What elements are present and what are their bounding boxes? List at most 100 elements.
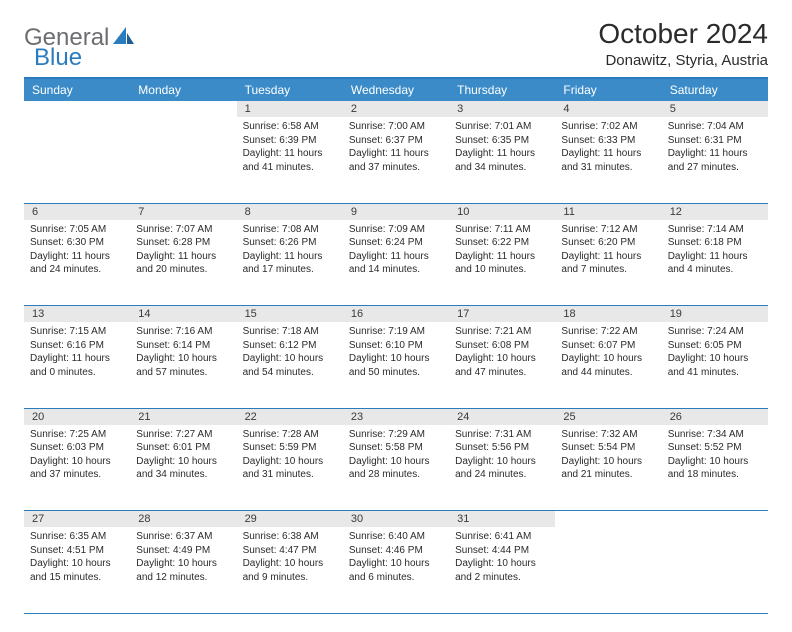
day-number-cell: 26 — [662, 408, 768, 425]
sunrise-text: Sunrise: 7:25 AM — [30, 428, 124, 442]
day-details: Sunrise: 7:09 AMSunset: 6:24 PMDaylight:… — [343, 220, 449, 281]
daylight-text: Daylight: 11 hours and 10 minutes. — [455, 250, 549, 277]
sunrise-text: Sunrise: 7:05 AM — [30, 223, 124, 237]
day-cell: Sunrise: 7:08 AMSunset: 6:26 PMDaylight:… — [237, 220, 343, 306]
sunrise-text: Sunrise: 7:31 AM — [455, 428, 549, 442]
day-number-cell — [24, 101, 130, 117]
day-number-cell: 16 — [343, 306, 449, 323]
daylight-text: Daylight: 10 hours and 9 minutes. — [243, 557, 337, 584]
sunrise-text: Sunrise: 7:14 AM — [668, 223, 762, 237]
day-details: Sunrise: 7:27 AMSunset: 6:01 PMDaylight:… — [130, 425, 236, 486]
day-details: Sunrise: 7:02 AMSunset: 6:33 PMDaylight:… — [555, 117, 661, 178]
sunrise-text: Sunrise: 7:09 AM — [349, 223, 443, 237]
day-cell: Sunrise: 7:31 AMSunset: 5:56 PMDaylight:… — [449, 425, 555, 511]
sunrise-text: Sunrise: 6:35 AM — [30, 530, 124, 544]
sunrise-text: Sunrise: 7:22 AM — [561, 325, 655, 339]
daylight-text: Daylight: 10 hours and 6 minutes. — [349, 557, 443, 584]
day-number-cell: 22 — [237, 408, 343, 425]
daynum-row: 12345 — [24, 101, 768, 117]
sunset-text: Sunset: 6:07 PM — [561, 339, 655, 353]
daylight-text: Daylight: 11 hours and 27 minutes. — [668, 147, 762, 174]
day-number-cell: 17 — [449, 306, 555, 323]
day-cell: Sunrise: 7:27 AMSunset: 6:01 PMDaylight:… — [130, 425, 236, 511]
daynum-row: 13141516171819 — [24, 306, 768, 323]
daylight-text: Daylight: 11 hours and 20 minutes. — [136, 250, 230, 277]
sunrise-text: Sunrise: 6:40 AM — [349, 530, 443, 544]
col-friday: Friday — [555, 78, 661, 101]
day-number-cell: 31 — [449, 511, 555, 528]
day-number-cell: 23 — [343, 408, 449, 425]
daylight-text: Daylight: 10 hours and 50 minutes. — [349, 352, 443, 379]
sunset-text: Sunset: 6:12 PM — [243, 339, 337, 353]
day-cell: Sunrise: 6:38 AMSunset: 4:47 PMDaylight:… — [237, 527, 343, 613]
day-number-cell: 18 — [555, 306, 661, 323]
week-row: Sunrise: 7:25 AMSunset: 6:03 PMDaylight:… — [24, 425, 768, 511]
sunset-text: Sunset: 4:49 PM — [136, 544, 230, 558]
day-details: Sunrise: 7:08 AMSunset: 6:26 PMDaylight:… — [237, 220, 343, 281]
sunrise-text: Sunrise: 7:24 AM — [668, 325, 762, 339]
day-number-cell: 8 — [237, 203, 343, 220]
daylight-text: Daylight: 10 hours and 12 minutes. — [136, 557, 230, 584]
col-sunday: Sunday — [24, 78, 130, 101]
col-wednesday: Wednesday — [343, 78, 449, 101]
day-cell — [662, 527, 768, 613]
daylight-text: Daylight: 10 hours and 34 minutes. — [136, 455, 230, 482]
daylight-text: Daylight: 10 hours and 15 minutes. — [30, 557, 124, 584]
day-number-cell: 15 — [237, 306, 343, 323]
day-number-cell: 13 — [24, 306, 130, 323]
day-cell: Sunrise: 7:28 AMSunset: 5:59 PMDaylight:… — [237, 425, 343, 511]
col-monday: Monday — [130, 78, 236, 101]
calendar-body: 12345Sunrise: 6:58 AMSunset: 6:39 PMDayl… — [24, 101, 768, 613]
day-cell: Sunrise: 7:14 AMSunset: 6:18 PMDaylight:… — [662, 220, 768, 306]
daynum-row: 2728293031 — [24, 511, 768, 528]
sunset-text: Sunset: 5:58 PM — [349, 441, 443, 455]
day-cell: Sunrise: 7:29 AMSunset: 5:58 PMDaylight:… — [343, 425, 449, 511]
sunset-text: Sunset: 6:18 PM — [668, 236, 762, 250]
week-row: Sunrise: 6:58 AMSunset: 6:39 PMDaylight:… — [24, 117, 768, 203]
day-number-cell: 28 — [130, 511, 236, 528]
day-cell: Sunrise: 7:15 AMSunset: 6:16 PMDaylight:… — [24, 322, 130, 408]
sunrise-text: Sunrise: 7:15 AM — [30, 325, 124, 339]
sunrise-text: Sunrise: 7:04 AM — [668, 120, 762, 134]
day-cell: Sunrise: 6:41 AMSunset: 4:44 PMDaylight:… — [449, 527, 555, 613]
day-number-cell: 19 — [662, 306, 768, 323]
day-cell: Sunrise: 7:02 AMSunset: 6:33 PMDaylight:… — [555, 117, 661, 203]
week-row: Sunrise: 7:15 AMSunset: 6:16 PMDaylight:… — [24, 322, 768, 408]
day-number-cell: 24 — [449, 408, 555, 425]
day-cell: Sunrise: 6:58 AMSunset: 6:39 PMDaylight:… — [237, 117, 343, 203]
day-number-cell: 11 — [555, 203, 661, 220]
sunrise-text: Sunrise: 7:01 AM — [455, 120, 549, 134]
day-details: Sunrise: 7:28 AMSunset: 5:59 PMDaylight:… — [237, 425, 343, 486]
sunrise-text: Sunrise: 6:38 AM — [243, 530, 337, 544]
day-cell: Sunrise: 7:01 AMSunset: 6:35 PMDaylight:… — [449, 117, 555, 203]
location: Donawitz, Styria, Austria — [598, 52, 768, 69]
day-number-cell — [662, 511, 768, 528]
header: General October 2024 Donawitz, Styria, A… — [24, 18, 768, 69]
day-cell: Sunrise: 7:21 AMSunset: 6:08 PMDaylight:… — [449, 322, 555, 408]
sunrise-text: Sunrise: 7:27 AM — [136, 428, 230, 442]
sunset-text: Sunset: 5:59 PM — [243, 441, 337, 455]
week-row: Sunrise: 7:05 AMSunset: 6:30 PMDaylight:… — [24, 220, 768, 306]
day-cell: Sunrise: 6:37 AMSunset: 4:49 PMDaylight:… — [130, 527, 236, 613]
day-details: Sunrise: 7:24 AMSunset: 6:05 PMDaylight:… — [662, 322, 768, 383]
sunrise-text: Sunrise: 7:29 AM — [349, 428, 443, 442]
day-details: Sunrise: 7:01 AMSunset: 6:35 PMDaylight:… — [449, 117, 555, 178]
day-number-cell: 10 — [449, 203, 555, 220]
daylight-text: Daylight: 11 hours and 37 minutes. — [349, 147, 443, 174]
sunset-text: Sunset: 6:14 PM — [136, 339, 230, 353]
daylight-text: Daylight: 10 hours and 2 minutes. — [455, 557, 549, 584]
day-details: Sunrise: 7:11 AMSunset: 6:22 PMDaylight:… — [449, 220, 555, 281]
logo-text-blue-wrap: Blue — [34, 44, 82, 72]
sunrise-text: Sunrise: 7:07 AM — [136, 223, 230, 237]
day-details: Sunrise: 7:19 AMSunset: 6:10 PMDaylight:… — [343, 322, 449, 383]
sunset-text: Sunset: 6:37 PM — [349, 134, 443, 148]
sunrise-text: Sunrise: 7:02 AM — [561, 120, 655, 134]
daylight-text: Daylight: 11 hours and 0 minutes. — [30, 352, 124, 379]
col-tuesday: Tuesday — [237, 78, 343, 101]
day-cell: Sunrise: 7:24 AMSunset: 6:05 PMDaylight:… — [662, 322, 768, 408]
daylight-text: Daylight: 10 hours and 54 minutes. — [243, 352, 337, 379]
day-number-cell: 3 — [449, 101, 555, 117]
sunrise-text: Sunrise: 7:19 AM — [349, 325, 443, 339]
weekday-header-row: Sunday Monday Tuesday Wednesday Thursday… — [24, 78, 768, 101]
day-details: Sunrise: 7:16 AMSunset: 6:14 PMDaylight:… — [130, 322, 236, 383]
